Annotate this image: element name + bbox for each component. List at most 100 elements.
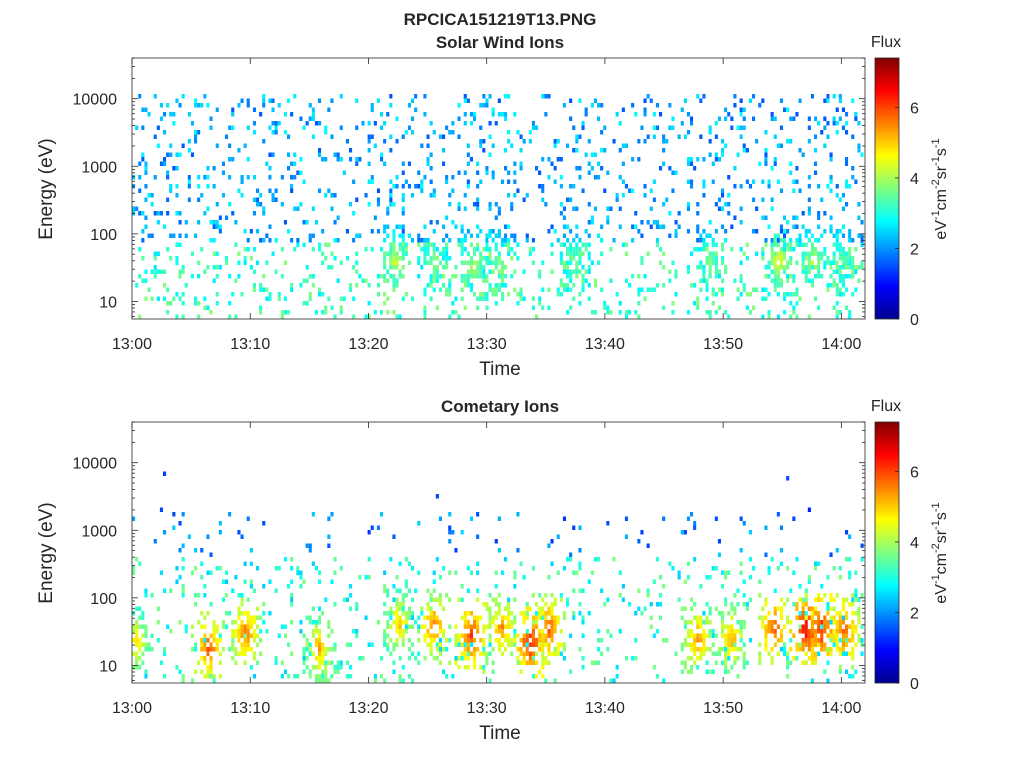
heatmap-cell: [683, 530, 687, 535]
heatmap-cell: [528, 651, 532, 656]
heatmap-cell: [786, 665, 790, 670]
heatmap-cell: [287, 310, 291, 315]
heatmap-cell: [823, 265, 827, 270]
heatmap-cell: [711, 642, 715, 647]
heatmap-cell: [324, 256, 328, 261]
heatmap-cell: [457, 597, 461, 602]
heatmap-cell: [311, 561, 315, 566]
heatmap-cell: [566, 597, 570, 602]
heatmap-cell: [848, 570, 852, 575]
heatmap-cell: [407, 260, 411, 265]
heatmap-cell: [531, 660, 535, 665]
heatmap-cell: [494, 584, 498, 589]
heatmap-cell: [708, 669, 712, 674]
heatmap-cell: [435, 642, 439, 647]
heatmap-cell: [407, 103, 411, 108]
heatmap-cell: [779, 611, 783, 616]
y-tick-label: 1000: [81, 523, 117, 540]
heatmap-cell: [376, 292, 380, 297]
heatmap-cell: [429, 278, 433, 283]
heatmap-cell: [389, 251, 393, 256]
heatmap-cell: [178, 620, 182, 625]
heatmap-cell: [321, 651, 325, 656]
heatmap-cell: [321, 229, 325, 234]
heatmap-cell: [708, 314, 712, 319]
heatmap-cell: [745, 256, 749, 261]
y-tick-label: 10000: [73, 456, 118, 473]
heatmap-cell: [544, 112, 548, 117]
heatmap-cell: [296, 570, 300, 575]
heatmap-cell: [525, 615, 529, 620]
heatmap-cell: [132, 638, 136, 643]
heatmap-cell: [181, 265, 185, 270]
heatmap-cell: [519, 166, 523, 171]
heatmap-cell: [451, 530, 455, 535]
heatmap-cell: [690, 647, 694, 652]
heatmap-cell: [838, 310, 842, 315]
heatmap-cell: [814, 660, 818, 665]
heatmap-cell: [153, 134, 157, 139]
heatmap-cell: [854, 265, 858, 270]
heatmap-cell: [609, 678, 613, 683]
heatmap-cell: [547, 94, 551, 99]
heatmap-cell: [770, 247, 774, 252]
heatmap-cell: [854, 247, 858, 252]
heatmap-cell: [742, 283, 746, 288]
heatmap-cell: [541, 611, 545, 616]
heatmap-cell: [442, 224, 446, 229]
heatmap-cell: [280, 660, 284, 665]
heatmap-cell: [804, 651, 808, 656]
heatmap-cell: [178, 242, 182, 247]
heatmap-cell: [804, 278, 808, 283]
heatmap-cell: [590, 260, 594, 265]
heatmap-cell: [274, 269, 278, 274]
heatmap-cell: [311, 633, 315, 638]
heatmap-cell: [733, 593, 737, 598]
heatmap-cell: [770, 112, 774, 117]
heatmap-cell: [367, 314, 371, 319]
heatmap-cell: [321, 660, 325, 665]
heatmap-cell: [804, 251, 808, 256]
heatmap-cell: [783, 242, 787, 247]
heatmap-cell: [733, 629, 737, 634]
heatmap-cell: [572, 206, 576, 211]
heatmap-cell: [634, 310, 638, 315]
heatmap-cell: [851, 624, 855, 629]
heatmap-cell: [783, 651, 787, 656]
heatmap-cell: [550, 651, 554, 656]
heatmap-cell: [835, 130, 839, 135]
heatmap-cell: [829, 552, 833, 557]
heatmap-cell: [215, 642, 219, 647]
heatmap-cell: [541, 674, 545, 679]
heatmap-cell: [181, 301, 185, 306]
heatmap-cell: [792, 274, 796, 279]
heatmap-cell: [395, 620, 399, 625]
heatmap-cell: [243, 633, 247, 638]
heatmap-cell: [820, 597, 824, 602]
heatmap-cell: [764, 552, 768, 557]
heatmap-cell: [649, 98, 653, 103]
heatmap-cell: [370, 107, 374, 112]
heatmap-cell: [392, 611, 396, 616]
heatmap-cell: [851, 238, 855, 243]
heatmap-cell: [156, 211, 160, 216]
heatmap-cell: [296, 206, 300, 211]
heatmap-cell: [714, 516, 718, 521]
heatmap-cell: [454, 570, 458, 575]
heatmap-cell: [327, 620, 331, 625]
heatmap-cell: [854, 629, 858, 634]
heatmap-cell: [525, 233, 529, 238]
heatmap-cell: [476, 296, 480, 301]
heatmap-cell: [246, 516, 250, 521]
heatmap-cell: [386, 647, 390, 652]
heatmap-cell: [817, 211, 821, 216]
heatmap-cell: [442, 606, 446, 611]
heatmap-cell: [252, 638, 256, 643]
heatmap-cell: [476, 161, 480, 166]
heatmap-cell: [845, 251, 849, 256]
heatmap-cell: [817, 269, 821, 274]
heatmap-cell: [631, 157, 635, 162]
heatmap-cell: [603, 305, 607, 310]
heatmap-cell: [438, 593, 442, 598]
heatmap-cell: [231, 107, 235, 112]
